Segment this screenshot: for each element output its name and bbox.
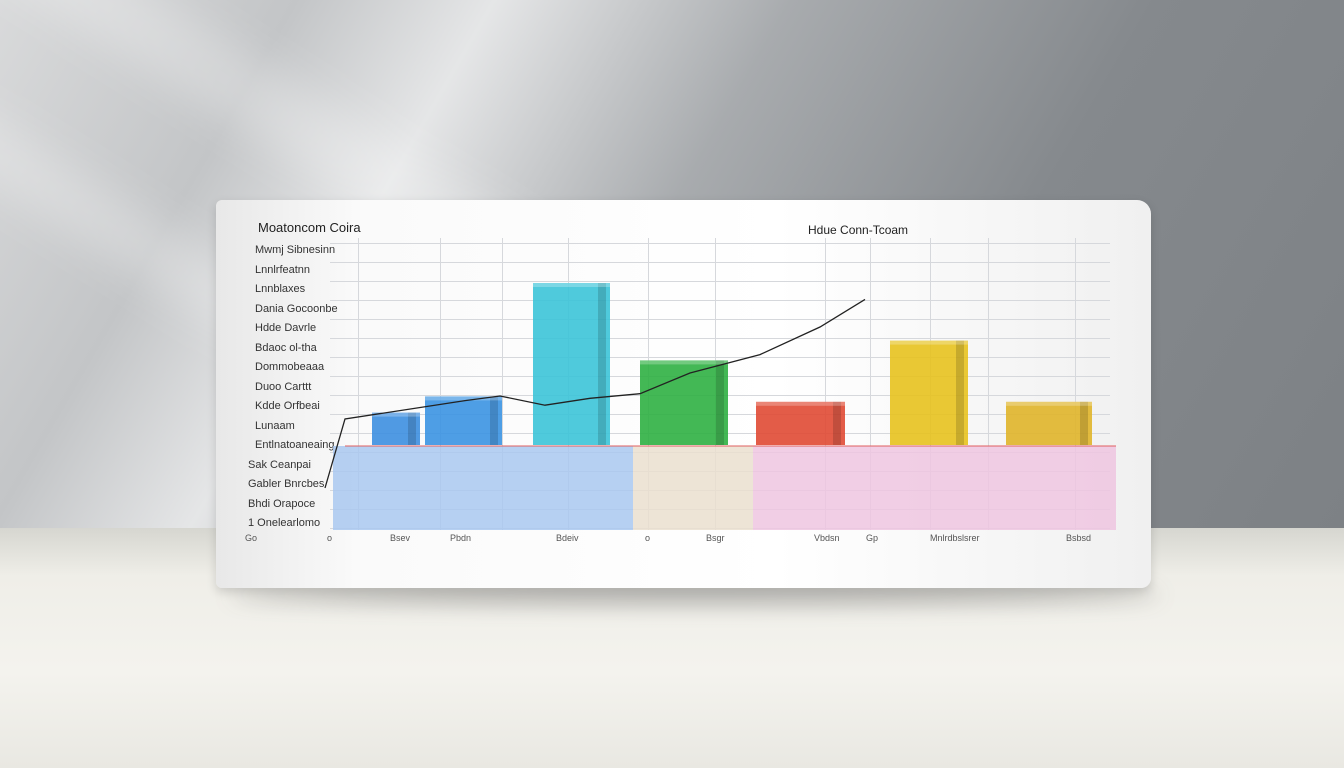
background-band	[333, 446, 633, 530]
y-tick-label: Gabler Bnrcbes	[248, 478, 325, 490]
gridline-horizontal	[330, 300, 1110, 301]
gridline-horizontal	[330, 243, 1110, 244]
bar-top-highlight	[533, 283, 610, 287]
x-tick-label: Vbdsn	[814, 533, 840, 543]
bar-top-highlight	[1006, 401, 1092, 406]
y-tick-label: Dommobeaaa	[255, 361, 325, 373]
bar-side-shade	[408, 412, 416, 445]
y-tick-label: Kdde Orfbeai	[255, 400, 320, 412]
x-tick-label: Bsev	[390, 533, 411, 543]
gridline-vertical	[358, 238, 359, 530]
bar	[533, 283, 610, 445]
trend-line	[324, 298, 866, 489]
gridline-vertical	[502, 238, 503, 530]
gridline-vertical	[825, 238, 826, 530]
background-band	[633, 446, 753, 530]
gridline-vertical	[1075, 238, 1076, 530]
y-tick-label: Mwmj Sibnesinn	[255, 244, 336, 256]
bar-side-shade	[598, 283, 606, 445]
y-tick-label: Duoo Carttt	[255, 380, 312, 393]
x-tick-label: Go	[245, 533, 258, 543]
x-tick-label: Bsgr	[706, 533, 725, 543]
gridline-horizontal	[330, 357, 1110, 358]
bar-top-highlight	[372, 412, 420, 417]
y-tick-label: Dania Gocoonbe	[255, 302, 338, 315]
x-tick-label: Pbdn	[450, 533, 472, 543]
y-tick-label: Hdde Davrle	[255, 322, 317, 334]
bar-side-shade	[716, 360, 724, 445]
card-shadow	[230, 585, 1160, 605]
bar-top-highlight	[640, 360, 728, 365]
bar	[756, 401, 845, 445]
y-tick-label: Bdaoc ol-tha	[255, 341, 317, 354]
bar-top-highlight	[890, 340, 968, 345]
y-tick-label: Bhdi Orapoce	[248, 497, 316, 510]
bar	[640, 360, 728, 445]
chart-title: Moatoncom Coira	[258, 220, 361, 235]
bar-side-shade	[490, 396, 498, 445]
x-tick-label: Gp	[866, 533, 879, 543]
chart-subtitle: Hdue Conn‑Tcoam	[808, 223, 909, 237]
bar-side-shade	[1080, 401, 1088, 445]
y-tick-label: Sak Ceanpai	[248, 458, 311, 471]
x-tick-label: Bsbsd	[1066, 533, 1092, 543]
bar-side-shade	[956, 340, 964, 445]
gridline-horizontal	[330, 319, 1110, 320]
x-tick-label: o	[645, 533, 651, 543]
bar-top-highlight	[425, 396, 502, 401]
bar-side-shade	[833, 401, 841, 445]
gridline-vertical	[440, 238, 441, 530]
x-tick-label: o	[327, 533, 333, 543]
gridline-horizontal	[330, 281, 1110, 282]
y-tick-label: Entlnatoaneaing	[255, 439, 335, 451]
bar	[890, 340, 968, 445]
x-tick-label: Bdeiv	[556, 533, 579, 543]
bar	[1006, 401, 1092, 445]
background-band	[753, 446, 1116, 530]
gridline-horizontal	[330, 338, 1110, 339]
bar-top-highlight	[756, 401, 845, 406]
bar	[372, 412, 420, 445]
gridline-horizontal	[330, 262, 1110, 263]
y-tick-label: Lnnlrfeatnn	[255, 263, 311, 276]
y-tick-label: 1 Onelearlomo	[248, 517, 321, 529]
x-tick-label: Mnlrdbslsrer	[930, 533, 980, 543]
y-tick-label: Lunaam	[255, 419, 295, 432]
y-tick-label: Lnnblaxes	[255, 283, 306, 295]
gridline-vertical	[988, 238, 989, 530]
gridline-vertical	[870, 238, 871, 530]
